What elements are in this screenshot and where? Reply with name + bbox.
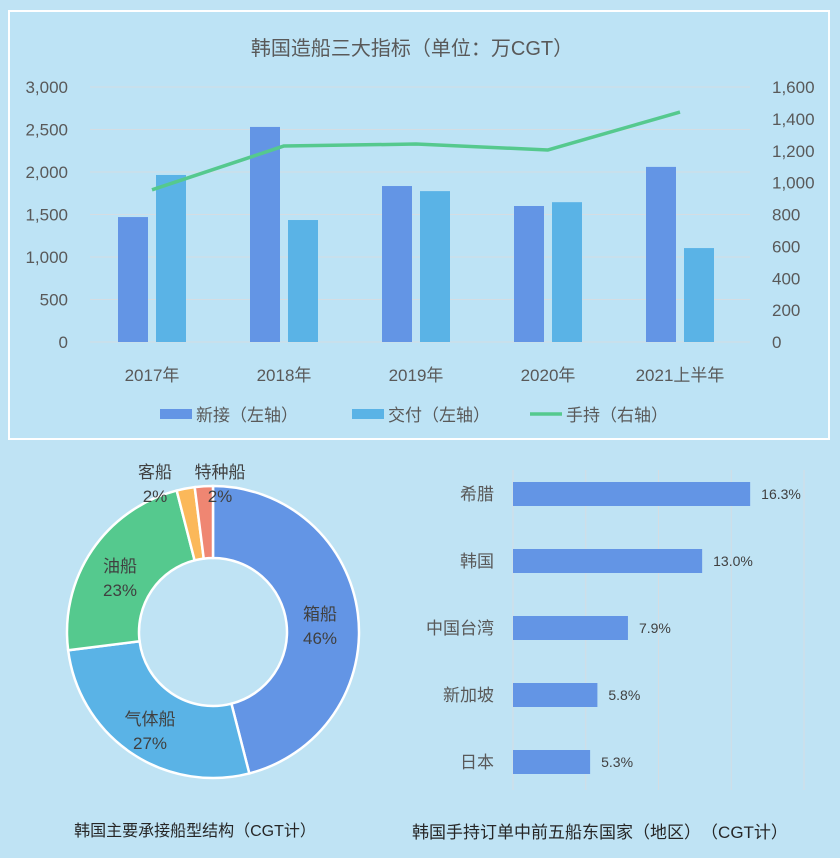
data-label: 13.0% bbox=[713, 553, 753, 569]
bar-new-orders bbox=[646, 166, 676, 342]
slice-label: 油船 bbox=[103, 557, 137, 576]
hbar bbox=[513, 549, 703, 573]
y-right-tick-label: 0 bbox=[772, 333, 781, 352]
bar-new-orders bbox=[382, 186, 412, 342]
line-backlog bbox=[151, 110, 681, 192]
y-left-tick-label: 1,500 bbox=[25, 206, 68, 225]
y-right-tick-label: 1,200 bbox=[772, 142, 815, 161]
category-label: 日本 bbox=[460, 753, 494, 772]
bar-deliveries bbox=[684, 248, 714, 342]
chart-title-1: 韩国造船三大指标（单位：万CGT） bbox=[251, 37, 573, 60]
hbar bbox=[513, 683, 598, 707]
y-right-tick-label: 400 bbox=[772, 269, 800, 288]
legend-label: 交付（左轴） bbox=[388, 406, 490, 425]
data-label: 5.8% bbox=[608, 687, 640, 703]
slice-label: 气体船 bbox=[125, 710, 176, 729]
x-tick-label: 2021上半年 bbox=[636, 366, 725, 385]
slice-label: 特种船 bbox=[195, 463, 246, 482]
bar-new-orders bbox=[118, 217, 148, 342]
slice-percent: 2% bbox=[208, 487, 233, 506]
hbar bbox=[513, 616, 628, 640]
slice-percent: 46% bbox=[303, 629, 337, 648]
y-left-tick-label: 1,000 bbox=[25, 248, 68, 267]
x-tick-label: 2017年 bbox=[125, 366, 180, 385]
legend-swatch bbox=[160, 409, 192, 419]
donut-slice bbox=[65, 489, 197, 652]
donut-slice bbox=[211, 484, 361, 775]
bar-deliveries bbox=[552, 202, 582, 342]
y-right-tick-label: 1,400 bbox=[772, 110, 815, 129]
x-tick-label: 2020年 bbox=[521, 366, 576, 385]
hbar bbox=[513, 482, 751, 506]
slice-percent: 23% bbox=[103, 581, 137, 600]
bar-deliveries bbox=[156, 174, 186, 342]
chart-title-2: 韩国主要承接船型结构（CGT计） bbox=[74, 822, 316, 840]
bar-deliveries bbox=[288, 220, 318, 342]
y-right-tick-label: 800 bbox=[772, 206, 800, 225]
y-right-tick-label: 1,000 bbox=[772, 174, 815, 193]
data-label: 16.3% bbox=[761, 486, 801, 502]
category-label: 希腊 bbox=[460, 485, 494, 504]
category-label: 新加坡 bbox=[443, 686, 494, 705]
y-left-tick-label: 500 bbox=[40, 291, 68, 310]
bar-new-orders bbox=[514, 206, 544, 342]
legend-label: 手持（右轴） bbox=[566, 406, 668, 425]
slice-label: 客船 bbox=[138, 463, 172, 482]
y-left-tick-label: 3,000 bbox=[25, 78, 68, 97]
legend-label: 新接（左轴） bbox=[196, 406, 298, 425]
x-tick-label: 2019年 bbox=[389, 366, 444, 385]
category-label: 韩国 bbox=[460, 552, 494, 571]
y-left-tick-label: 2,000 bbox=[25, 163, 68, 182]
slice-percent: 27% bbox=[133, 734, 167, 753]
hbar bbox=[513, 750, 591, 774]
x-tick-label: 2018年 bbox=[257, 366, 312, 385]
slice-percent: 2% bbox=[143, 487, 168, 506]
slice-label: 箱船 bbox=[303, 605, 337, 624]
bar-new-orders bbox=[250, 126, 280, 342]
bar-deliveries bbox=[420, 191, 450, 342]
chart-title-3: 韩国手持订单中前五船东国家（地区） （CGT计） bbox=[412, 823, 788, 842]
category-label: 中国台湾 bbox=[426, 619, 494, 638]
y-left-tick-label: 0 bbox=[59, 333, 68, 352]
donut-slice bbox=[193, 484, 215, 560]
donut-slice bbox=[66, 639, 251, 780]
y-right-tick-label: 200 bbox=[772, 301, 800, 320]
data-label: 7.9% bbox=[639, 620, 671, 636]
y-left-tick-label: 2,500 bbox=[25, 121, 68, 140]
data-label: 5.3% bbox=[601, 754, 633, 770]
y-right-tick-label: 600 bbox=[772, 237, 800, 256]
y-right-tick-label: 1,600 bbox=[772, 78, 815, 97]
legend-swatch bbox=[352, 409, 384, 419]
